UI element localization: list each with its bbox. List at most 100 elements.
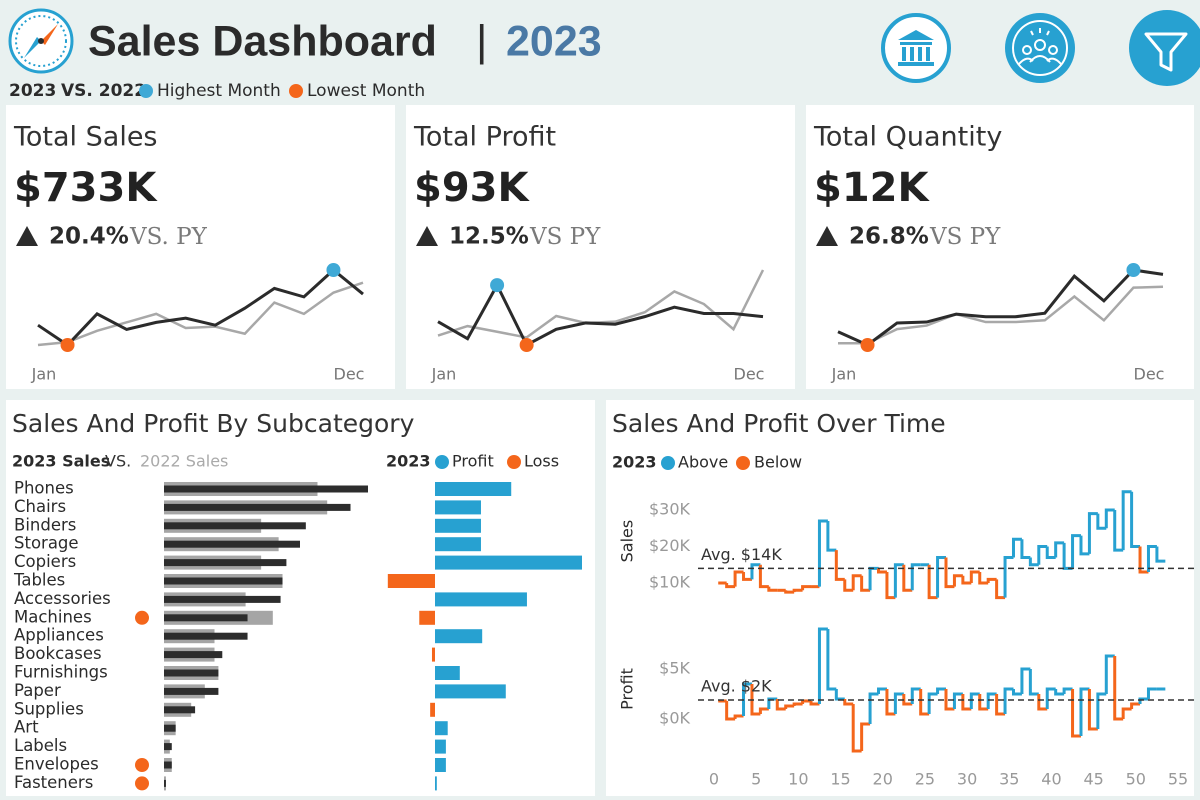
logo (8, 8, 74, 74)
step-segment (877, 687, 887, 694)
profit-bar (435, 776, 437, 791)
step-segment (1054, 689, 1065, 696)
average-label: Avg. $14K (701, 545, 782, 564)
bar-2023 (164, 522, 306, 530)
step-segment (1037, 694, 1048, 711)
step-segment (1138, 697, 1149, 704)
bar-2023 (164, 559, 287, 567)
bar-2023 (164, 724, 176, 732)
step-segment (1121, 490, 1132, 551)
x-tick-label: Jan (431, 365, 457, 384)
lowest-marker (519, 338, 534, 352)
legend-label: Below (754, 453, 802, 472)
y-axis-title: Profit (618, 668, 637, 710)
step-segment (1113, 656, 1124, 721)
category-label: Fasteners (14, 773, 93, 792)
step-segment (877, 568, 887, 574)
step-segment (902, 564, 913, 592)
title-separator: | (476, 17, 487, 66)
kpi-change: 20.4% (49, 224, 129, 250)
legend-previous: VS. 2022 (61, 81, 146, 101)
bar-2023 (164, 577, 283, 585)
bar-2023 (164, 540, 300, 548)
highest-marker (1126, 263, 1141, 277)
bar-2023 (164, 632, 248, 640)
legend-dot (289, 84, 303, 98)
step-segment (792, 588, 803, 593)
up-arrow (816, 226, 838, 246)
step-segment (742, 572, 752, 581)
kpi-vs: VS PY (529, 224, 601, 250)
step-segment (1130, 702, 1141, 709)
step-segment (986, 692, 997, 709)
kpi-vs: VS. PY (129, 224, 208, 250)
bar-2023 (164, 743, 172, 751)
step-segment (851, 704, 862, 753)
profit-bar (435, 500, 481, 515)
step-segment (1062, 687, 1073, 694)
step-segment (1155, 546, 1166, 563)
profit-bar (435, 758, 446, 772)
step-segment (1079, 687, 1090, 736)
category-label: Envelopes (14, 755, 99, 774)
step-segment (775, 699, 786, 711)
bar-2023 (164, 761, 172, 769)
profit-bar (435, 666, 460, 680)
x-tick-label: 10 (788, 770, 808, 789)
up-arrow (416, 226, 438, 246)
step-segment (1020, 667, 1031, 694)
profit-bar (430, 702, 435, 717)
y-tick-label: $20K (649, 536, 691, 555)
category-label: Appliances (14, 626, 104, 645)
step-segment (1003, 687, 1014, 714)
x-tick-label: Jan (31, 365, 57, 384)
legend-label: Loss (524, 452, 559, 471)
x-tick-label: 20 (873, 770, 893, 789)
highest-marker (326, 263, 341, 277)
x-tick-label: 25 (915, 770, 935, 789)
step-segment (885, 572, 896, 600)
legend-highest: Highest Month (157, 81, 281, 101)
step-segment (944, 557, 955, 589)
step-segment (725, 583, 736, 589)
step-segment (851, 574, 862, 591)
y-tick-label: $30K (649, 500, 691, 519)
profit-bar (419, 610, 435, 625)
category-label: Machines (14, 607, 92, 626)
filter-button[interactable] (1129, 10, 1200, 86)
step-segment (919, 689, 930, 716)
profit-bar (435, 629, 483, 644)
step-segment (1146, 545, 1157, 573)
x-tick-label: 50 (1126, 770, 1146, 789)
x-tick-label: 40 (1041, 770, 1061, 789)
category-label: Labels (14, 736, 67, 755)
step-segment (986, 577, 997, 584)
lowest-marker (60, 338, 75, 352)
bar-2023 (164, 614, 248, 622)
step-segment (801, 585, 812, 591)
step-segment (1079, 535, 1090, 556)
step-segment (1121, 707, 1132, 719)
step-segment (733, 714, 744, 719)
step-segment (952, 692, 963, 709)
legend-title: 2023 (386, 452, 431, 471)
step-segment (910, 687, 921, 704)
step-segment (834, 689, 845, 701)
step-segment (1146, 687, 1157, 699)
step-segment (1028, 557, 1039, 567)
bar-2023 (164, 595, 281, 603)
step-segment (733, 570, 744, 587)
x-tick-label: Dec (734, 365, 765, 384)
step-segment (995, 579, 1006, 600)
legend-joiner: VS. (105, 452, 131, 471)
step-segment (1045, 546, 1056, 559)
bank-button[interactable] (881, 13, 951, 83)
customers-button[interactable] (1005, 13, 1075, 83)
y-tick-label: $0K (659, 709, 690, 728)
step-segment (893, 692, 904, 714)
dashboard-year: 2023 (506, 17, 602, 65)
step-segment (961, 694, 972, 711)
step-segment (1138, 546, 1149, 574)
spark-line (837, 268, 1164, 347)
